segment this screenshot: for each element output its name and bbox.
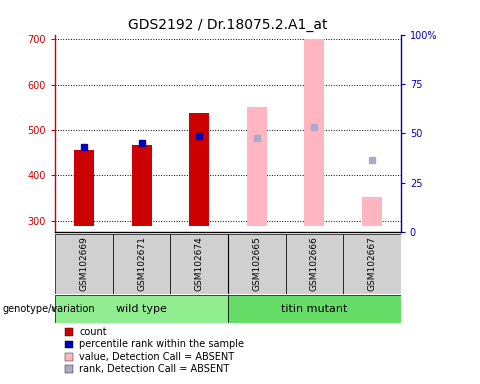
Text: genotype/variation: genotype/variation — [2, 304, 95, 314]
Bar — [189, 113, 209, 225]
Bar — [286, 234, 343, 294]
Text: GSM102671: GSM102671 — [137, 237, 146, 291]
Text: GSM102674: GSM102674 — [195, 237, 204, 291]
Bar — [362, 197, 382, 225]
Bar — [74, 151, 94, 225]
Text: rank, Detection Call = ABSENT: rank, Detection Call = ABSENT — [79, 364, 229, 374]
Bar — [132, 145, 152, 225]
Bar — [170, 234, 228, 294]
Text: GSM102667: GSM102667 — [368, 237, 376, 291]
Bar — [304, 39, 324, 225]
Bar — [247, 107, 267, 225]
Polygon shape — [52, 306, 58, 312]
Text: value, Detection Call = ABSENT: value, Detection Call = ABSENT — [79, 352, 234, 362]
Bar — [55, 234, 113, 294]
Bar — [113, 234, 170, 294]
Bar — [228, 234, 286, 294]
Bar — [228, 295, 401, 323]
Bar — [343, 234, 401, 294]
Text: GSM102666: GSM102666 — [310, 237, 319, 291]
Bar — [55, 295, 228, 323]
Text: titin mutant: titin mutant — [281, 304, 348, 314]
Text: percentile rank within the sample: percentile rank within the sample — [79, 339, 244, 349]
Title: GDS2192 / Dr.18075.2.A1_at: GDS2192 / Dr.18075.2.A1_at — [128, 18, 328, 32]
Text: GSM102669: GSM102669 — [80, 237, 88, 291]
Text: count: count — [79, 327, 107, 337]
Text: wild type: wild type — [116, 304, 167, 314]
Text: GSM102665: GSM102665 — [252, 237, 261, 291]
